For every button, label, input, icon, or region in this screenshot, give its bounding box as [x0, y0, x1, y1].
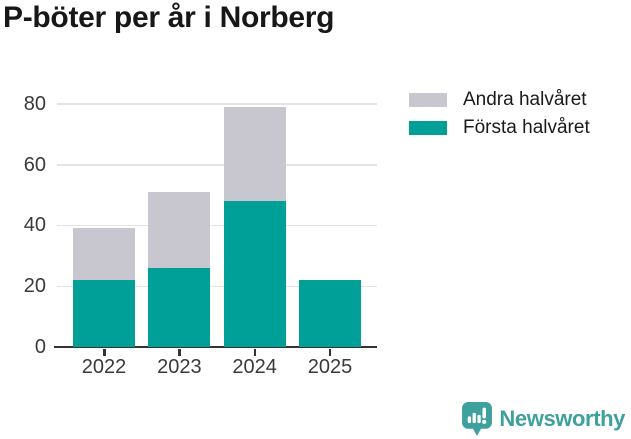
bar-segment	[148, 191, 211, 268]
x-axis-tick-label: 2023	[157, 356, 202, 378]
y-axis-tick-label: 60	[23, 153, 46, 176]
legend-swatch	[409, 120, 447, 135]
newsworthy-logo-text: Newsworthy	[499, 406, 625, 431]
y-axis-tick-label: 0	[34, 336, 46, 358]
bar-segment	[223, 106, 286, 202]
gridline-40	[57, 224, 377, 227]
legend-item: Första halvåret	[409, 117, 590, 138]
bar-segment	[73, 228, 135, 281]
gridline-80	[57, 103, 377, 105]
x-axis-tick-label: 2025	[307, 356, 353, 378]
x-axis-tick-label: 2022	[81, 356, 127, 378]
x-axis-tick	[328, 349, 332, 356]
y-axis-tick-label: 40	[23, 214, 46, 237]
bar-chart-speech-bubble-icon	[462, 402, 493, 436]
gridline-60	[57, 164, 377, 166]
bar-segment	[73, 280, 135, 347]
legend-item: Andra halvåret	[409, 89, 590, 110]
newsworthy-branding: Newsworthy	[462, 402, 625, 436]
y-axis: 0 20 40 60 80	[0, 90, 46, 357]
legend-swatch	[409, 92, 447, 107]
x-axis-tick	[178, 349, 181, 356]
bar-segment	[298, 280, 361, 347]
x-axis-tick-label: 2024	[232, 356, 277, 378]
legend: Andra halvåret Första halvåret	[409, 89, 590, 145]
legend-item-label: Första halvåret	[463, 117, 590, 138]
x-axis-tick	[103, 349, 106, 356]
legend-item-label: Andra halvåret	[463, 89, 587, 110]
x-axis-line	[54, 345, 377, 348]
gridline-20	[57, 285, 377, 288]
bar-segment	[223, 201, 286, 347]
x-axis-tick	[253, 349, 257, 356]
plot-area: 0 20 40 60 80 2022 2023 2024 2025	[24, 90, 377, 378]
bar-segment	[148, 267, 211, 347]
y-axis-tick-label: 20	[23, 275, 46, 298]
y-axis-tick-label: 80	[23, 92, 46, 115]
chart-title: P-böter per år i Norberg	[3, 1, 335, 34]
